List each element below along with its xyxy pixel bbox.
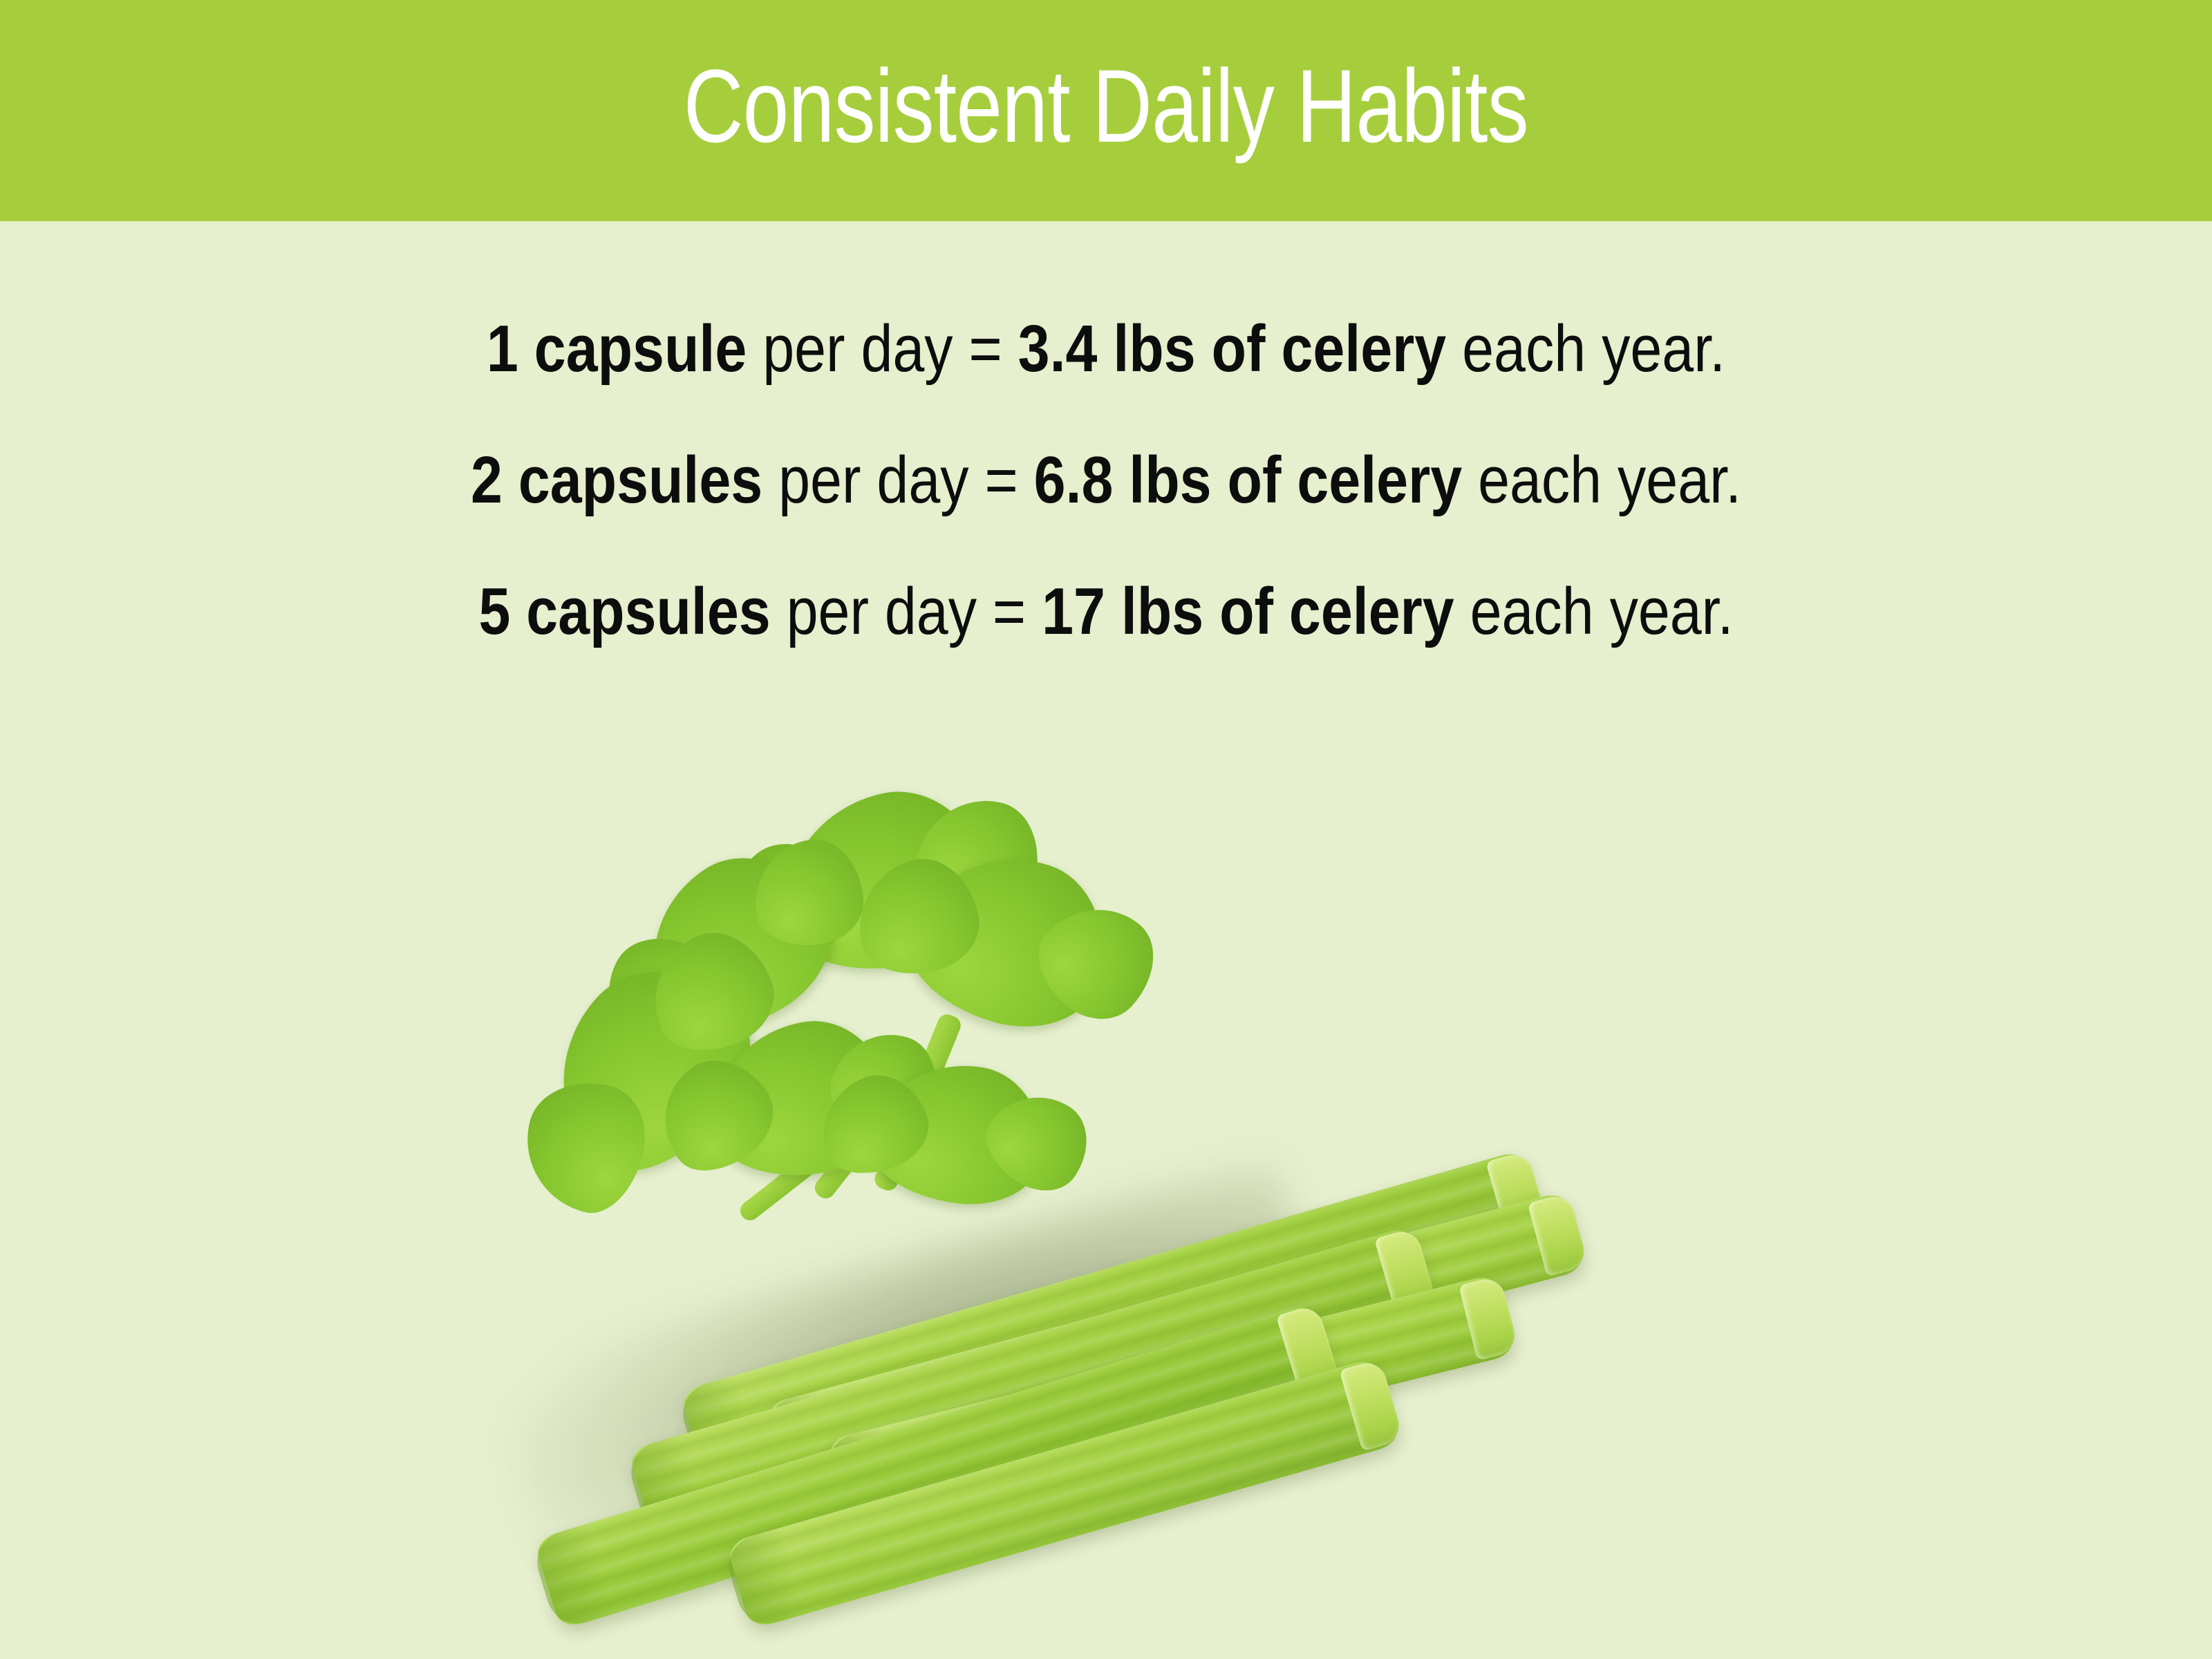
statement-suffix-2: each year. (1462, 443, 1742, 517)
statement-suffix-1: each year. (1446, 312, 1726, 386)
statement-line-2: 2 capsules per day = 6.8 lbs of celery e… (155, 415, 2057, 546)
statement-middle-1: per day = (747, 312, 1018, 386)
celery-leaf-3 (893, 834, 1125, 1047)
celery-image (484, 774, 1728, 1649)
statement-line-1: 1 capsule per day = 3.4 lbs of celery ea… (155, 283, 2057, 415)
statement-equivalent-1: 3.4 lbs of celery (1018, 312, 1447, 386)
statement-line-3: 5 capsules per day = 17 lbs of celery ea… (155, 546, 2057, 677)
page-title: Consistent Daily Habits (683, 48, 1529, 164)
statement-middle-2: per day = (762, 443, 1034, 517)
statements-block: 1 capsule per day = 3.4 lbs of celery ea… (0, 283, 2212, 677)
statement-dose-1: 1 capsule (486, 312, 747, 386)
statement-equivalent-3: 17 lbs of celery (1042, 574, 1454, 648)
statement-middle-3: per day = (770, 574, 1042, 648)
statement-equivalent-2: 6.8 lbs of celery (1033, 443, 1463, 517)
statement-dose-3: 5 capsules (478, 574, 771, 648)
header-band: Consistent Daily Habits (0, 0, 2212, 221)
statement-dose-2: 2 capsules (470, 443, 763, 517)
statement-suffix-3: each year. (1454, 574, 1734, 648)
